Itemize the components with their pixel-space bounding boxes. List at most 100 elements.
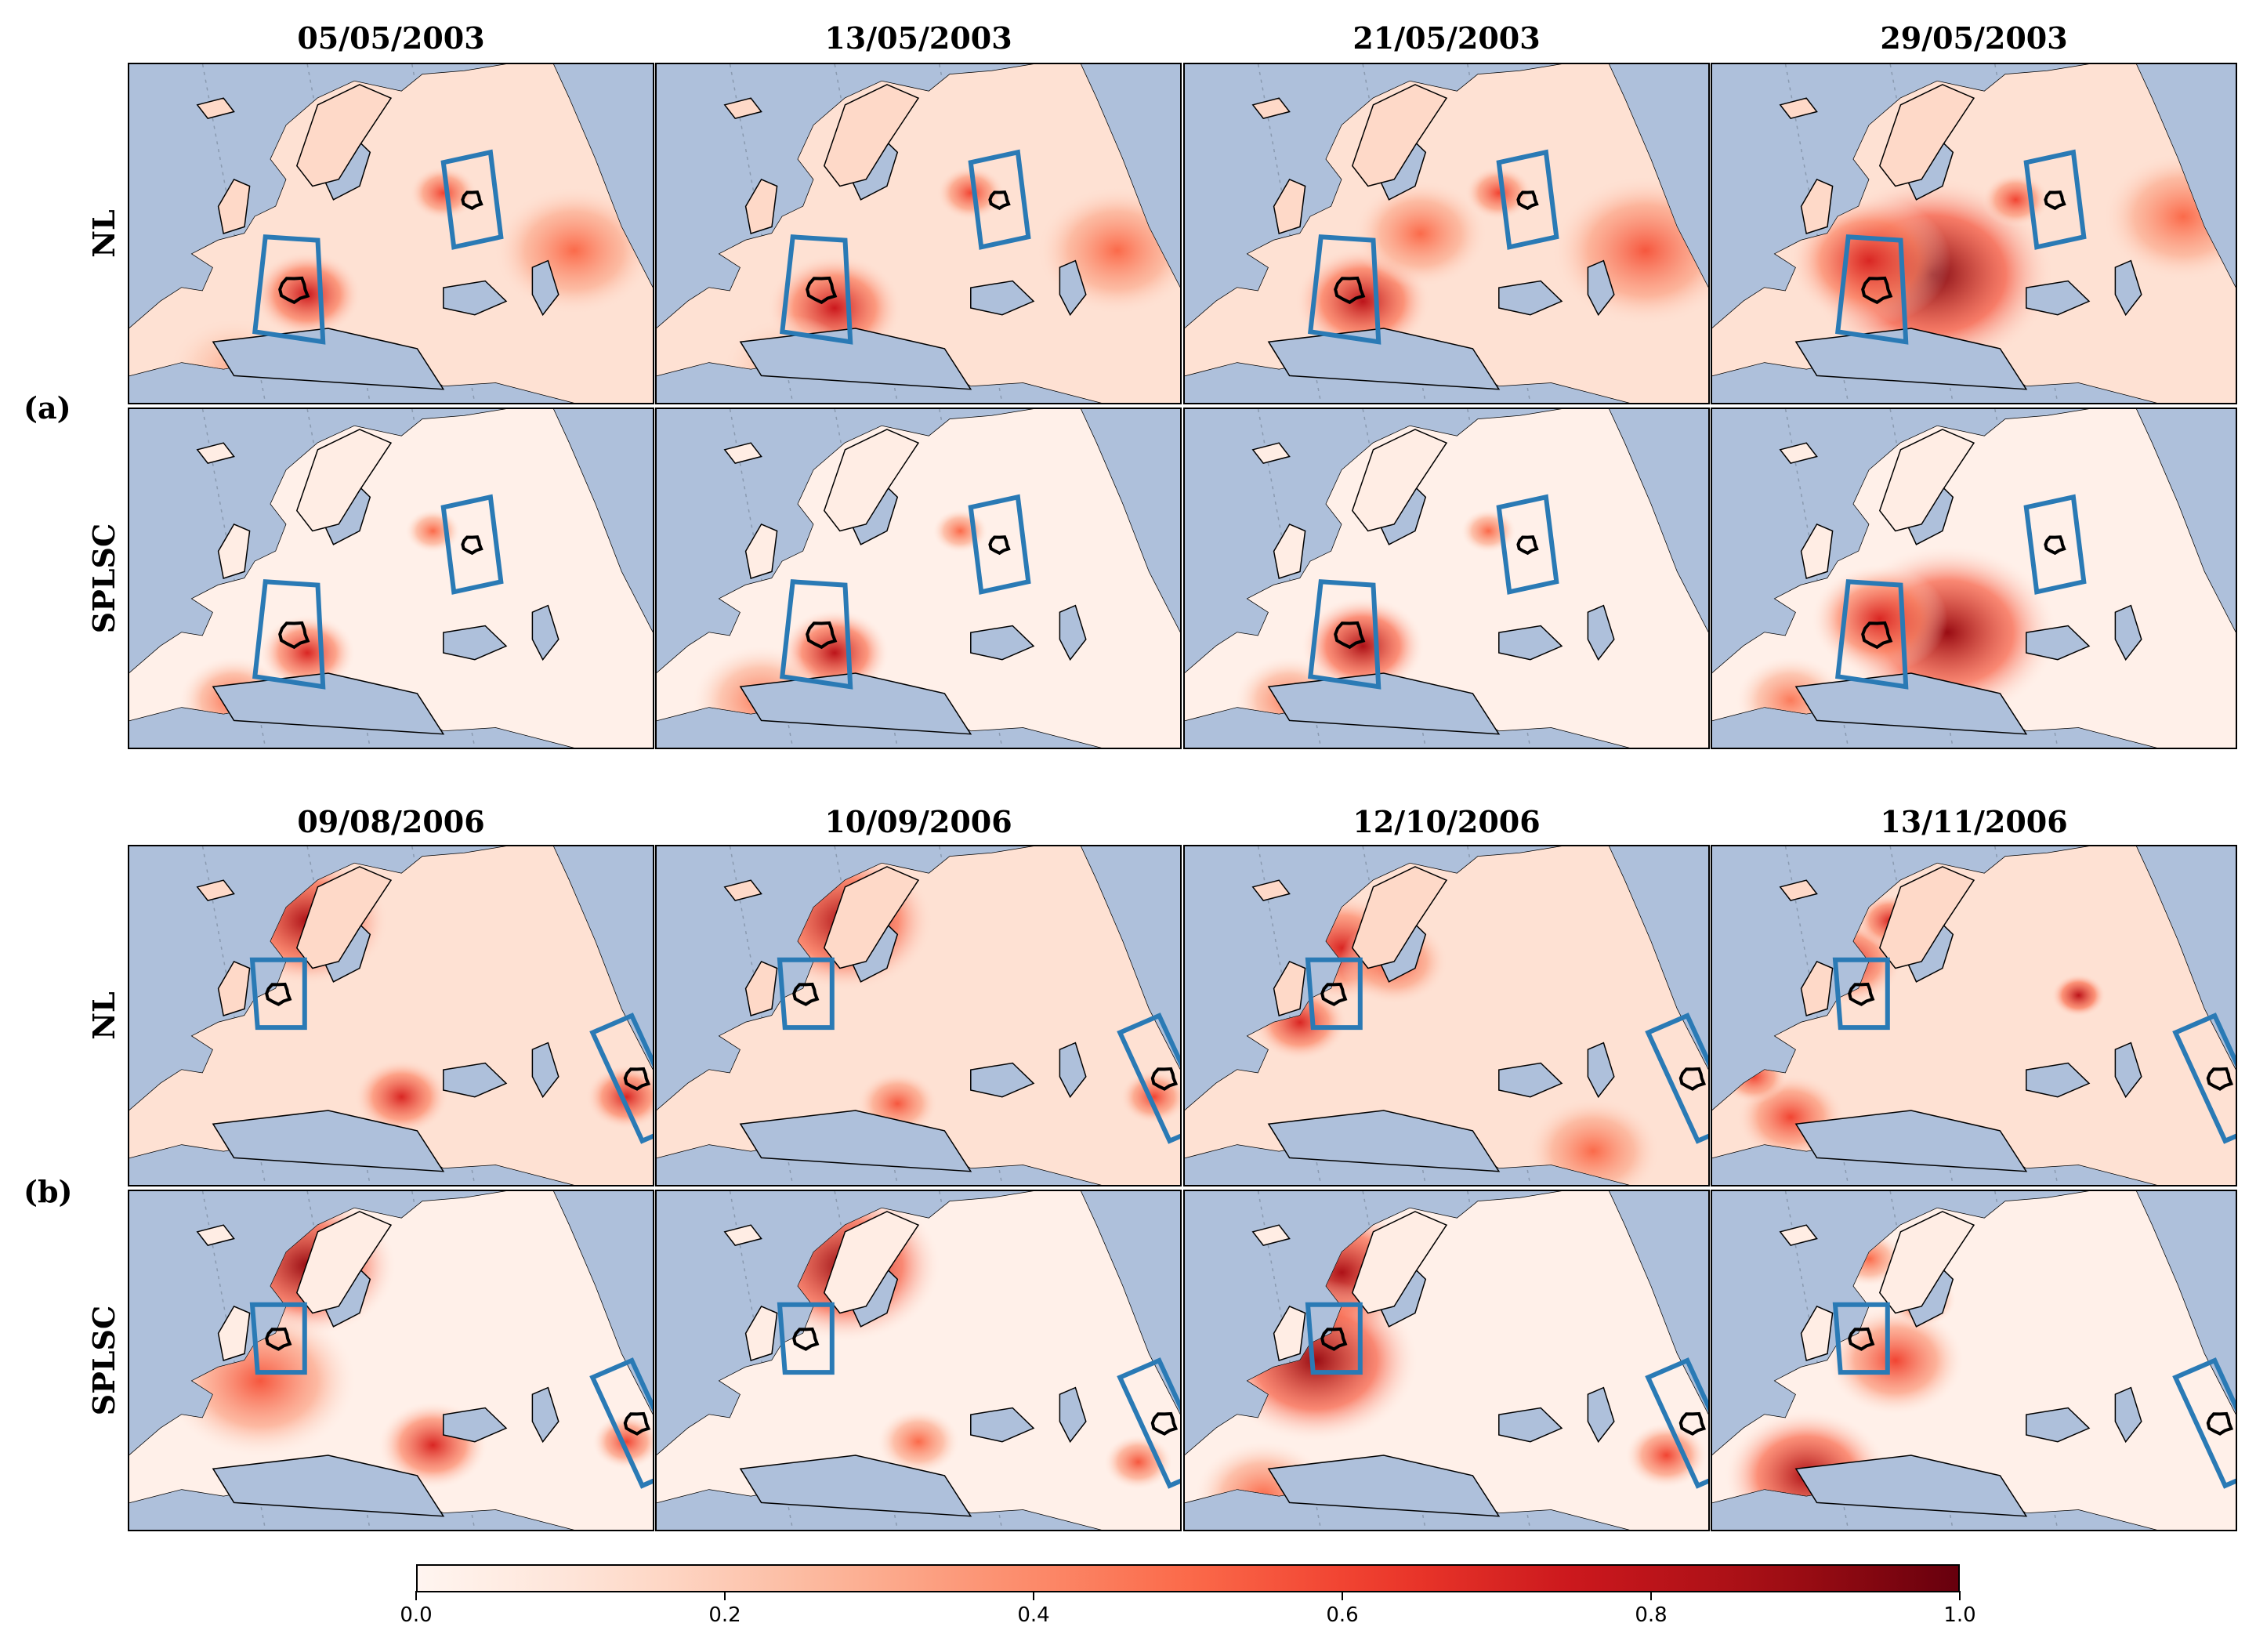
colorbar-tick-mark xyxy=(415,1591,417,1600)
region-box xyxy=(2023,149,2087,250)
land-mass xyxy=(1251,879,1291,901)
sea-area xyxy=(212,328,445,390)
region-box xyxy=(968,494,1031,595)
probability-hotspot xyxy=(2051,973,2106,1017)
land-mass xyxy=(1251,1224,1291,1246)
sea-area xyxy=(1498,625,1563,661)
catchment-contour xyxy=(623,1067,651,1091)
sea-area xyxy=(1059,1386,1087,1444)
region-box xyxy=(1117,1013,1180,1144)
sea-area xyxy=(1794,672,2028,735)
region-box xyxy=(249,1302,307,1375)
sea-area xyxy=(2026,1062,2091,1098)
catchment-contour xyxy=(278,276,310,305)
probability-hotspot xyxy=(1104,1435,1172,1490)
probability-hotspot xyxy=(1465,165,1534,220)
land-mass xyxy=(1878,84,1975,187)
map-panel xyxy=(128,845,654,1186)
column-date-title: 09/08/2006 xyxy=(297,804,485,839)
catchment-contour xyxy=(1516,190,1539,211)
sea-area xyxy=(1267,328,1501,390)
land-mass xyxy=(196,97,235,119)
region-box xyxy=(777,957,835,1031)
map-panel xyxy=(1183,845,1710,1186)
sea-area xyxy=(1794,1110,2028,1172)
land-mass xyxy=(1251,442,1291,464)
column-date-title: 21/05/2003 xyxy=(1353,20,1541,56)
catchment-contour xyxy=(1678,1411,1707,1436)
sea-area xyxy=(1059,1042,1087,1099)
map-panel xyxy=(1711,1190,2237,1531)
map-panel xyxy=(1183,1190,1710,1531)
region-box xyxy=(440,149,504,250)
region-box xyxy=(1305,957,1363,1031)
sea-area xyxy=(443,625,508,661)
sea-area xyxy=(1267,1110,1501,1172)
land-mass xyxy=(217,523,251,579)
land-mass xyxy=(295,866,393,969)
probability-hotspot xyxy=(409,165,478,220)
colorbar-tick-mark xyxy=(1033,1591,1034,1600)
region-box xyxy=(2172,1013,2236,1144)
land-mass xyxy=(1878,429,1975,532)
land-mass xyxy=(723,442,762,464)
land-mass xyxy=(1779,442,1818,464)
land-mass xyxy=(295,429,393,532)
sea-area xyxy=(212,672,445,735)
catchment-contour xyxy=(623,1411,651,1436)
region-box xyxy=(968,149,1031,250)
catchment-contour xyxy=(1861,276,1893,305)
sea-area xyxy=(1587,604,1615,661)
region-box xyxy=(1835,234,1909,345)
land-mass xyxy=(823,429,920,532)
land-mass xyxy=(823,866,920,969)
row-method-label: NL xyxy=(86,209,121,258)
catchment-contour xyxy=(806,621,838,650)
probability-hotspot xyxy=(1461,509,1516,553)
catchment-contour xyxy=(792,1327,820,1351)
land-mass xyxy=(196,879,235,901)
catchment-contour xyxy=(461,535,483,556)
land-mass xyxy=(1878,1211,1975,1314)
section-label-a: (a) xyxy=(24,390,71,426)
sea-area xyxy=(531,1386,559,1444)
region-box xyxy=(2172,1357,2236,1489)
map-panel xyxy=(128,63,654,404)
sea-area xyxy=(1498,280,1563,316)
sea-area xyxy=(1267,672,1501,735)
land-mass xyxy=(1351,866,1448,969)
land-mass xyxy=(217,960,251,1016)
column-date-title: 13/11/2006 xyxy=(1880,804,2068,839)
catchment-contour xyxy=(265,1327,292,1351)
region-box xyxy=(589,1357,653,1489)
region-box xyxy=(1835,579,1909,690)
land-mass xyxy=(1800,960,1834,1016)
catchment-contour xyxy=(1320,1327,1348,1351)
probability-hotspot xyxy=(353,1059,450,1136)
sea-area xyxy=(443,280,508,316)
sea-area xyxy=(739,328,972,390)
column-date-title: 12/10/2006 xyxy=(1353,804,1541,839)
column-date-title: 05/05/2003 xyxy=(297,20,485,56)
sea-area xyxy=(2026,1407,2091,1443)
catchment-contour xyxy=(461,190,483,211)
probability-hotspot xyxy=(1827,1306,1964,1415)
sea-area xyxy=(2114,1042,2142,1099)
sea-area xyxy=(970,1407,1035,1443)
probability-hotspot xyxy=(936,165,1005,220)
sea-area xyxy=(2026,625,2091,661)
land-mass xyxy=(744,1305,778,1361)
catchment-contour xyxy=(2044,535,2066,556)
land-mass xyxy=(1351,429,1448,532)
map-panel xyxy=(655,845,1182,1186)
map-panel xyxy=(1183,63,1710,404)
region-box xyxy=(1308,579,1381,690)
land-mass xyxy=(1351,1211,1448,1314)
land-mass xyxy=(1779,1224,1818,1246)
land-mass xyxy=(1273,960,1306,1016)
sea-area xyxy=(2114,604,2142,661)
colorbar-tick-label: 0.4 xyxy=(1017,1603,1050,1627)
probability-hotspot xyxy=(592,1415,653,1469)
region-box xyxy=(777,1302,835,1375)
row-method-label: SPLSC xyxy=(86,1305,121,1416)
